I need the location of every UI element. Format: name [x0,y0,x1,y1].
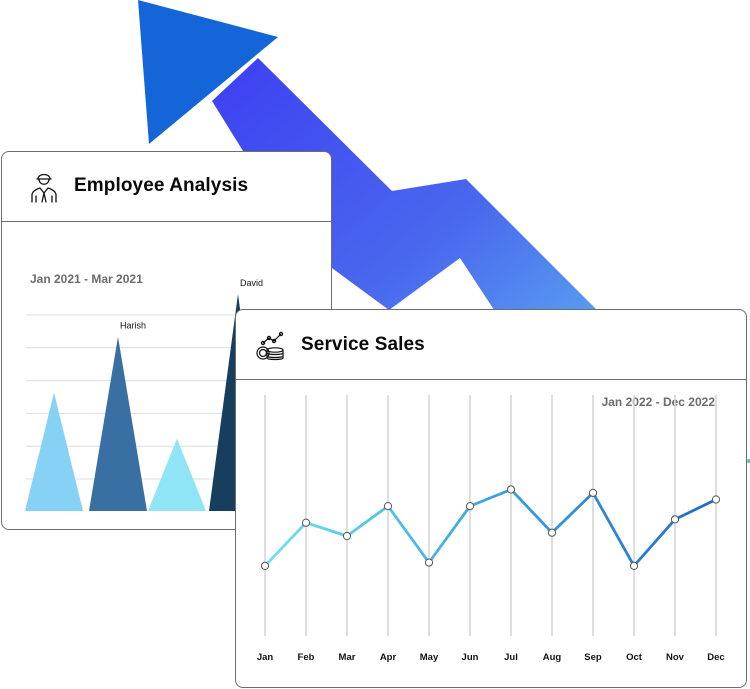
x-tick-label: Mar [339,652,356,663]
date-range: Jan 2022 - Dec 2022 [601,395,715,409]
series-line [263,488,717,568]
data-point [260,561,270,570]
data-point [670,515,680,524]
data-point [383,502,393,511]
card-title: Employee Analysis [74,175,249,196]
triangle-bar [148,438,206,511]
x-tick-label: Dec [707,652,724,663]
data-point [629,561,639,570]
x-tick-label: Jun [462,652,479,663]
x-tick-label: May [420,652,439,663]
data-point [547,528,557,537]
data-point [342,531,352,541]
x-tick-label: Sep [584,652,602,663]
grid-lines [264,395,717,636]
data-point [301,518,311,527]
card-header: Employee Analysis [2,152,331,222]
card-title: Service Sales [301,334,425,355]
date-range: Jan 2021 - Mar 2021 [30,272,143,286]
x-tick-label: Jan [257,652,274,663]
arrow-head [138,0,278,144]
employee-icon [31,173,57,203]
service-sales-card: Service Sales Jan 2022 - Dec 2022 Jan Feb… [235,309,747,688]
x-tick-label: Oct [626,652,643,663]
service-sales-chart: Jan Feb Mar Apr May Jun Jul Aug Sep Oct Nov Dec [257,395,725,663]
data-point [465,502,475,511]
x-tick-label: Apr [380,652,397,663]
arrow-shaft [212,58,612,392]
x-tick-label: Nov [666,652,685,663]
triangle-bar [25,392,83,511]
triangle-bar [89,336,147,511]
stray-dot [747,459,750,463]
data-point [588,488,598,497]
bar-label: Harish [120,321,146,331]
x-tick-label: Aug [543,652,562,663]
card-header: Service Sales [236,310,746,380]
data-point [506,485,516,494]
coins-chart-icon [256,331,284,361]
x-tick-label: Feb [298,652,315,663]
x-tick-label: Jul [504,652,518,663]
data-point [424,558,434,567]
bar-label: David [240,278,263,288]
data-point [711,495,721,504]
